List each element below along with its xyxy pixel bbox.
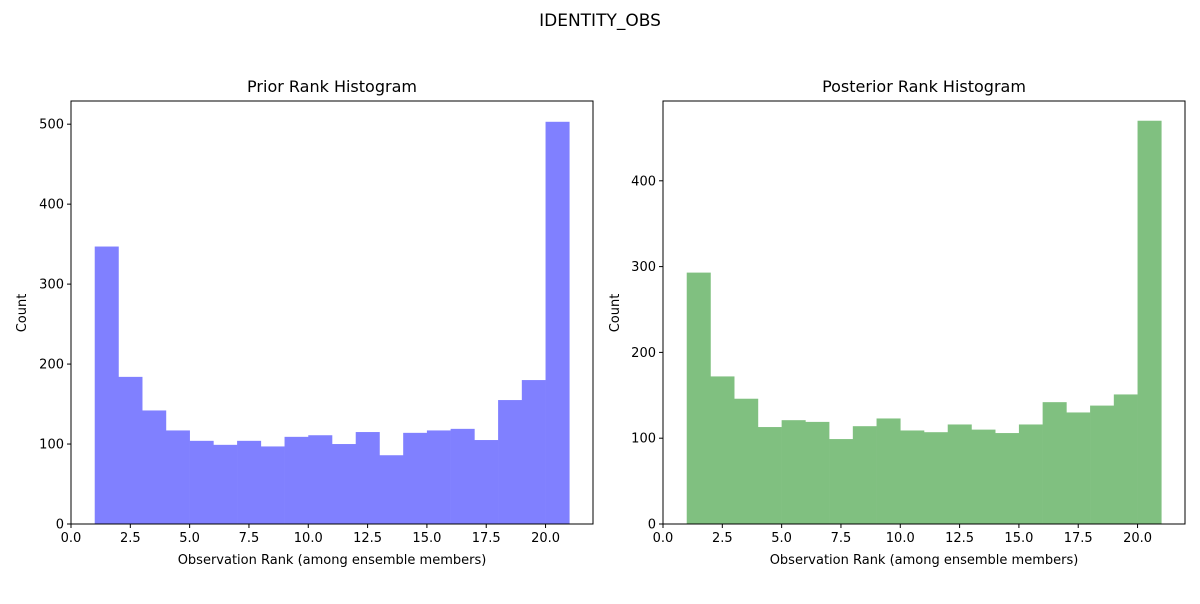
prior-y-tick-label: 500 xyxy=(39,118,64,133)
prior-bar-11 xyxy=(332,444,357,524)
posterior-bar-7 xyxy=(829,439,854,524)
prior-y-tick-label: 300 xyxy=(39,278,64,293)
posterior-y-axis-label: Count xyxy=(608,294,623,333)
prior-x-tick-label: 7.5 xyxy=(239,531,260,546)
posterior-bar-20 xyxy=(1137,120,1162,524)
prior-x-axis-label: Observation Rank (among ensemble members… xyxy=(178,553,487,568)
posterior-bar-10 xyxy=(900,430,925,524)
posterior-bar-3 xyxy=(734,398,759,524)
prior-x-tick-label: 10.0 xyxy=(294,531,323,546)
prior-y-axis-label: Count xyxy=(15,294,30,333)
prior-x-tick-label: 0.0 xyxy=(61,531,82,546)
posterior-bar-4 xyxy=(757,427,782,524)
prior-x-tick-label: 15.0 xyxy=(412,531,441,546)
prior-bar-16 xyxy=(450,428,475,524)
posterior-y-tick-label: 0 xyxy=(648,518,656,533)
posterior-x-tick-label: 17.5 xyxy=(1064,531,1093,546)
posterior-bar-11 xyxy=(924,432,949,524)
posterior-x-tick-label: 10.0 xyxy=(886,531,915,546)
posterior-x-tick-label: 5.0 xyxy=(771,531,792,546)
posterior-chart-title: Posterior Rank Histogram xyxy=(822,77,1026,96)
prior-bar-2 xyxy=(118,376,143,524)
posterior-bar-5 xyxy=(781,420,806,524)
prior-bar-9 xyxy=(284,436,309,524)
posterior-x-tick-label: 12.5 xyxy=(945,531,974,546)
posterior-x-tick-label: 15.0 xyxy=(1004,531,1033,546)
posterior-bar-17 xyxy=(1066,412,1091,524)
posterior-x-axis-label: Observation Rank (among ensemble members… xyxy=(770,553,1079,568)
posterior-y-tick-label: 200 xyxy=(631,346,656,361)
prior-bar-10 xyxy=(308,435,333,524)
posterior-bar-19 xyxy=(1113,394,1138,524)
posterior-bar-18 xyxy=(1090,405,1115,524)
prior-bar-19 xyxy=(521,380,546,524)
prior-x-tick-label: 5.0 xyxy=(179,531,200,546)
prior-x-tick-label: 2.5 xyxy=(120,531,141,546)
prior-y-tick-label: 200 xyxy=(39,358,64,373)
posterior-bar-15 xyxy=(1018,424,1043,524)
posterior-bar-12 xyxy=(947,424,972,524)
prior-bar-3 xyxy=(142,410,167,524)
posterior-histogram-axes: Posterior Rank Histogram Observation Ran… xyxy=(608,77,1186,568)
prior-x-tick-label: 20.0 xyxy=(531,531,560,546)
posterior-y-tick-label: 300 xyxy=(631,260,656,275)
posterior-bar-8 xyxy=(852,426,877,524)
prior-bar-6 xyxy=(213,444,238,524)
posterior-x-tick-label: 20.0 xyxy=(1123,531,1152,546)
prior-bar-20 xyxy=(545,121,570,525)
prior-histogram-axes: Prior Rank Histogram Observation Rank (a… xyxy=(15,77,594,568)
posterior-bar-1 xyxy=(686,272,711,524)
prior-x-tick-label: 12.5 xyxy=(353,531,382,546)
prior-y-tick-label: 0 xyxy=(56,518,64,533)
posterior-x-tick-label: 7.5 xyxy=(831,531,852,546)
prior-bar-12 xyxy=(355,432,380,524)
posterior-y-tick-label: 400 xyxy=(631,174,656,189)
posterior-axes-frame xyxy=(662,100,1186,525)
posterior-bar-16 xyxy=(1042,402,1067,524)
prior-bar-4 xyxy=(165,430,190,524)
prior-chart-title: Prior Rank Histogram xyxy=(247,77,417,96)
prior-bar-1 xyxy=(94,246,119,524)
posterior-y-tick-label: 100 xyxy=(631,432,656,447)
prior-bar-7 xyxy=(237,440,262,524)
prior-bar-5 xyxy=(189,440,214,524)
prior-y-tick-label: 400 xyxy=(39,198,64,213)
prior-y-tick-label: 100 xyxy=(39,438,64,453)
prior-x-tick-label: 17.5 xyxy=(472,531,501,546)
posterior-bar-6 xyxy=(805,421,830,524)
posterior-bar-14 xyxy=(995,433,1020,524)
posterior-bar-2 xyxy=(710,376,735,524)
posterior-bar-9 xyxy=(876,418,901,524)
prior-bar-15 xyxy=(426,430,451,524)
prior-bar-8 xyxy=(260,446,285,524)
posterior-bar-13 xyxy=(971,429,996,524)
prior-bar-13 xyxy=(379,455,404,524)
figure-suptitle: IDENTITY_OBS xyxy=(539,11,661,31)
prior-axes-frame xyxy=(70,100,594,525)
posterior-x-tick-label: 2.5 xyxy=(712,531,733,546)
prior-bar-17 xyxy=(474,440,499,524)
prior-bar-18 xyxy=(498,400,523,524)
prior-bar-14 xyxy=(403,432,428,524)
posterior-x-tick-label: 0.0 xyxy=(653,531,674,546)
